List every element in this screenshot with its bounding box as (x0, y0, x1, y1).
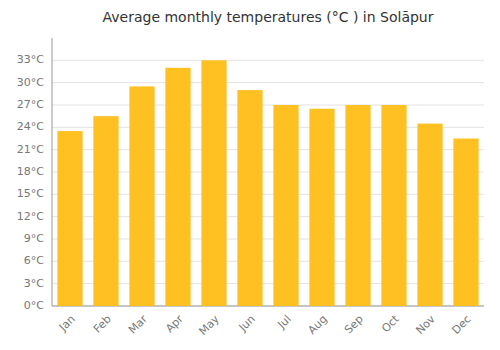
y-tick-label: 18°C (17, 165, 44, 178)
x-tick-label: Apr (163, 312, 186, 335)
bar (57, 131, 82, 306)
y-tick-label: 0°C (24, 299, 44, 312)
y-tick-label: 33°C (17, 53, 44, 66)
bar (201, 60, 226, 306)
bar (165, 68, 190, 306)
y-tick-label: 21°C (17, 143, 44, 156)
grid-line (52, 82, 484, 83)
bars (57, 60, 478, 306)
x-tick-label: Mar (126, 312, 150, 336)
y-tick-label: 3°C (24, 277, 44, 290)
y-tick-label: 6°C (24, 254, 44, 267)
bar (309, 109, 334, 306)
bar (417, 124, 442, 306)
x-tick-label: Dec (450, 313, 474, 337)
x-tick-label: Feb (91, 313, 114, 336)
x-tick-label: Jul (274, 313, 293, 332)
x-tick-labels: Jan Feb Mar Apr May Jun Jul Aug Sep Oct Nov Dec (56, 312, 474, 338)
x-tick-label: Jun (236, 313, 258, 335)
y-tick-labels: 0°C 3°C 6°C 9°C 12°C 15°C 18°C 21°C 24°C 27°C 30°C… (17, 53, 44, 312)
grid-line (52, 105, 484, 106)
x-tick-label: Aug (305, 313, 329, 337)
x-tick-label: Nov (413, 312, 438, 337)
x-tick-label: May (196, 312, 222, 338)
y-tick-label: 27°C (17, 98, 44, 111)
y-tick-label: 12°C (17, 210, 44, 223)
y-grid (52, 60, 484, 306)
x-tick-label: Oct (379, 312, 402, 335)
bar (237, 90, 262, 306)
y-tick-label: 24°C (17, 120, 44, 133)
bar (381, 105, 406, 306)
x-tick-label: Sep (342, 313, 366, 337)
title: Average monthly temperatures (°C ) in So… (103, 9, 434, 25)
bar (129, 86, 154, 306)
grid-line (52, 60, 484, 61)
y-tick-label: 15°C (17, 187, 44, 200)
y-tick-label: 30°C (17, 76, 44, 89)
x-tick-label: Jan (56, 313, 78, 335)
y-tick-label: 9°C (24, 232, 44, 245)
bar (453, 139, 478, 307)
bar (273, 105, 298, 306)
bar (93, 116, 118, 306)
chart: 0°C 3°C 6°C 9°C 12°C 15°C 18°C 21°C 24°C 27°C 30°C… (0, 0, 500, 350)
bar (345, 105, 370, 306)
chart-container: 0°C 3°C 6°C 9°C 12°C 15°C 18°C 21°C 24°C 27°C 30°C… (0, 0, 500, 350)
y-axis-line (52, 38, 53, 306)
